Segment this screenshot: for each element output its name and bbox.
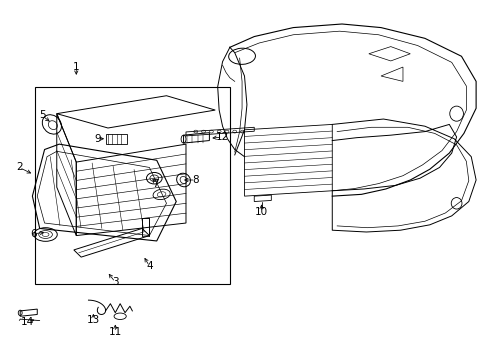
Text: 3: 3 [112,277,119,287]
Text: 2: 2 [16,162,22,172]
Text: 8: 8 [192,175,199,185]
Text: 10: 10 [254,207,267,217]
Text: 1: 1 [73,62,80,72]
Text: 6: 6 [30,229,37,239]
Bar [105,134,127,144]
Text: 11: 11 [108,327,122,337]
Text: 13: 13 [86,315,100,325]
Text: 5: 5 [39,111,45,121]
Bar [35,87,229,284]
Text: 4: 4 [146,261,152,271]
Text: 14: 14 [21,317,34,327]
Text: 9: 9 [94,134,101,144]
Text: 12: 12 [216,132,229,142]
Text: 7: 7 [152,179,159,189]
